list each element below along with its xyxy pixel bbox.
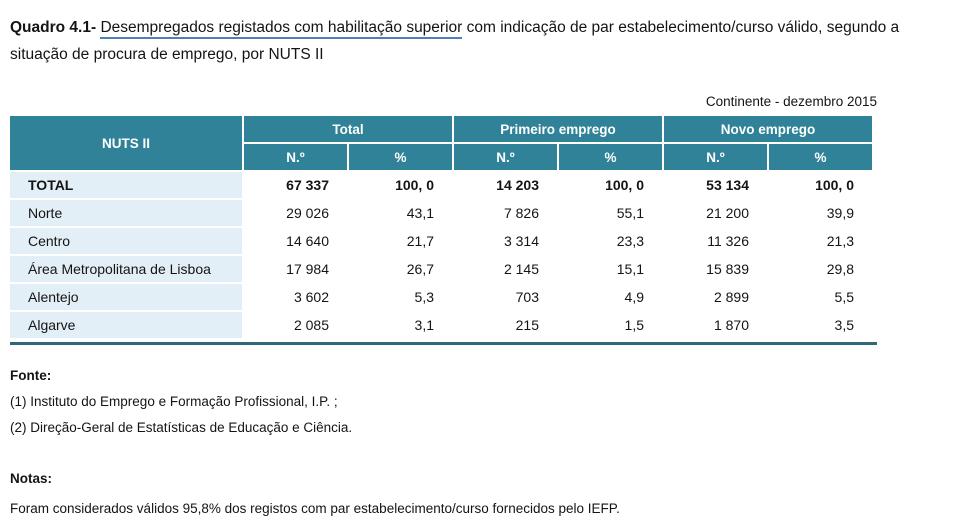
cell-value: 53 134 xyxy=(664,172,767,198)
subheader-novo-n: N.º xyxy=(664,144,767,170)
cell-value: 15,1 xyxy=(559,256,662,282)
cell-value: 43,1 xyxy=(349,200,452,226)
note-line-1: Foram considerados válidos 95,8% dos reg… xyxy=(10,501,620,516)
row-label: TOTAL xyxy=(10,172,242,198)
cell-value: 100, 0 xyxy=(349,172,452,198)
cell-value: 3,1 xyxy=(349,312,452,338)
column-group-total: Total xyxy=(244,116,452,142)
cell-value: 100, 0 xyxy=(769,172,872,198)
cell-value: 215 xyxy=(454,312,557,338)
cell-value: 39,9 xyxy=(769,200,872,226)
statistics-table: NUTS II Total Primeiro emprego Novo empr… xyxy=(8,114,874,340)
table-row-area-metropolitana-lisboa: Área Metropolitana de Lisboa 17 984 26,7… xyxy=(10,256,872,282)
table-bottom-rule xyxy=(10,342,877,345)
cell-value: 5,3 xyxy=(349,284,452,310)
cell-value: 67 337 xyxy=(244,172,347,198)
row-label: Norte xyxy=(10,200,242,226)
cell-value: 1,5 xyxy=(559,312,662,338)
cell-value: 11 326 xyxy=(664,228,767,254)
table-row-alentejo: Alentejo 3 602 5,3 703 4,9 2 899 5,5 xyxy=(10,284,872,310)
cell-value: 2 899 xyxy=(664,284,767,310)
cell-value: 7 826 xyxy=(454,200,557,226)
table-header-sub-row: N.º % N.º % N.º % xyxy=(10,144,872,170)
subheader-total-pct: % xyxy=(349,144,452,170)
cell-value: 3 314 xyxy=(454,228,557,254)
cell-value: 15 839 xyxy=(664,256,767,282)
cell-value: 100, 0 xyxy=(559,172,662,198)
cell-value: 17 984 xyxy=(244,256,347,282)
cell-value: 21,3 xyxy=(769,228,872,254)
table-row-norte: Norte 29 026 43,1 7 826 55,1 21 200 39,9 xyxy=(10,200,872,226)
source-line-2: (2) Direção-Geral de Estatísticas de Edu… xyxy=(10,420,353,435)
cell-value: 14 640 xyxy=(244,228,347,254)
cell-value: 3 602 xyxy=(244,284,347,310)
cell-value: 29 026 xyxy=(244,200,347,226)
table-row-centro: Centro 14 640 21,7 3 314 23,3 11 326 21,… xyxy=(10,228,872,254)
title-underlined-text: Desempregados registados com habilitação… xyxy=(100,19,463,39)
column-header-nuts-ii: NUTS II xyxy=(10,116,242,170)
subheader-total-n: N.º xyxy=(244,144,347,170)
cell-value: 14 203 xyxy=(454,172,557,198)
cell-value: 23,3 xyxy=(559,228,662,254)
cell-value: 703 xyxy=(454,284,557,310)
cell-value: 5,5 xyxy=(769,284,872,310)
source-line-1: (1) Instituto do Emprego e Formação Prof… xyxy=(10,394,338,409)
title-prefix: Quadro 4.1- xyxy=(10,19,97,36)
cell-value: 21 200 xyxy=(664,200,767,226)
table-title: Quadro 4.1- Desempregados registados com… xyxy=(10,14,938,68)
cell-value: 4,9 xyxy=(559,284,662,310)
row-label: Alentejo xyxy=(10,284,242,310)
row-label: Algarve xyxy=(10,312,242,338)
subheader-primeiro-pct: % xyxy=(559,144,662,170)
row-label: Centro xyxy=(10,228,242,254)
cell-value: 29,8 xyxy=(769,256,872,282)
row-label: Área Metropolitana de Lisboa xyxy=(10,256,242,282)
subheader-primeiro-n: N.º xyxy=(454,144,557,170)
source-heading: Fonte: xyxy=(10,368,52,383)
title-rest: com indicação de par estabelecimento/cur… xyxy=(10,19,900,63)
table-header-group-row: NUTS II Total Primeiro emprego Novo empr… xyxy=(10,116,872,170)
cell-value: 55,1 xyxy=(559,200,662,226)
cell-value: 1 870 xyxy=(664,312,767,338)
column-group-novo-emprego: Novo emprego xyxy=(664,116,872,142)
cell-value: 2 085 xyxy=(244,312,347,338)
cell-value: 3,5 xyxy=(769,312,872,338)
cell-value: 21,7 xyxy=(349,228,452,254)
subheader-novo-pct: % xyxy=(769,144,872,170)
cell-value: 2 145 xyxy=(454,256,557,282)
table-row-total: TOTAL 67 337 100, 0 14 203 100, 0 53 134… xyxy=(10,172,872,198)
cell-value: 26,7 xyxy=(349,256,452,282)
table-row-algarve: Algarve 2 085 3,1 215 1,5 1 870 3,5 xyxy=(10,312,872,338)
scope-date-caption: Continente - dezembro 2015 xyxy=(705,94,877,109)
column-group-primeiro-emprego: Primeiro emprego xyxy=(454,116,662,142)
notes-heading: Notas: xyxy=(10,471,53,486)
